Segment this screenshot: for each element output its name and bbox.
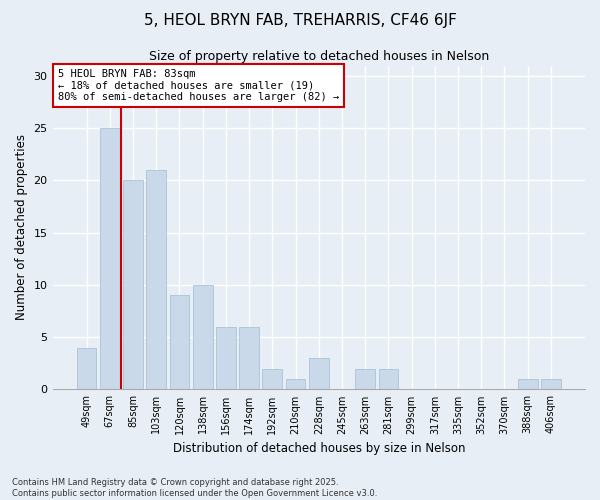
X-axis label: Distribution of detached houses by size in Nelson: Distribution of detached houses by size … (173, 442, 465, 455)
Text: 5, HEOL BRYN FAB, TREHARRIS, CF46 6JF: 5, HEOL BRYN FAB, TREHARRIS, CF46 6JF (143, 12, 457, 28)
Bar (355, 368, 375, 390)
Bar (77, 348, 97, 390)
Bar (216, 326, 236, 390)
Bar (518, 379, 538, 390)
Text: 5 HEOL BRYN FAB: 83sqm
← 18% of detached houses are smaller (19)
80% of semi-det: 5 HEOL BRYN FAB: 83sqm ← 18% of detached… (58, 69, 339, 102)
Text: Contains HM Land Registry data © Crown copyright and database right 2025.
Contai: Contains HM Land Registry data © Crown c… (12, 478, 377, 498)
Bar (379, 368, 398, 390)
Bar (100, 128, 119, 390)
Bar (146, 170, 166, 390)
Title: Size of property relative to detached houses in Nelson: Size of property relative to detached ho… (149, 50, 489, 63)
Bar (262, 368, 282, 390)
Bar (193, 285, 212, 390)
Bar (123, 180, 143, 390)
Bar (170, 296, 190, 390)
Y-axis label: Number of detached properties: Number of detached properties (15, 134, 28, 320)
Bar (309, 358, 329, 390)
Bar (239, 326, 259, 390)
Bar (286, 379, 305, 390)
Bar (541, 379, 561, 390)
